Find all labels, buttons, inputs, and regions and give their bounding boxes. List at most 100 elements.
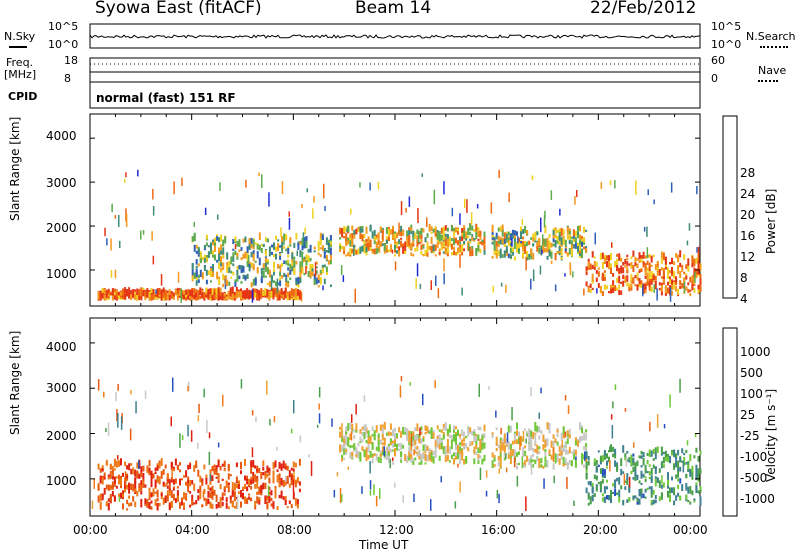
scatter-cell: [530, 237, 533, 240]
scatter-streak: [160, 274, 163, 286]
scatter-cell: [642, 493, 645, 498]
scatter-cell: [677, 470, 680, 478]
scatter-cell: [233, 491, 236, 499]
scatter-cell: [353, 231, 356, 239]
scatter-cell: [679, 271, 682, 276]
scatter-cell: [311, 271, 314, 277]
scatter-cell: [675, 453, 678, 458]
scatter-cell: [140, 287, 143, 296]
scatter-cell: [361, 245, 364, 252]
scatter-cell: [671, 257, 673, 264]
scatter-cell: [503, 433, 506, 440]
scatter-cell: [638, 493, 641, 497]
scatter-cell: [345, 232, 348, 240]
scatter-cell: [532, 453, 535, 457]
scatter-cell: [459, 453, 462, 458]
scatter-cell: [465, 443, 468, 449]
scatter-cell: [115, 460, 118, 468]
scatter-cell: [392, 232, 394, 236]
scatter-cell: [471, 246, 474, 249]
scatter-cell: [408, 451, 411, 458]
scatter-cell: [214, 245, 216, 252]
scatter-streak: [107, 422, 110, 437]
scatter-cell: [675, 495, 678, 501]
scatter-cell: [271, 251, 273, 255]
scatter-cell: [632, 277, 635, 284]
scatter-cell: [418, 437, 421, 444]
scatter-cell: [520, 241, 522, 244]
scatter-cell: [442, 226, 445, 234]
scatter-cell: [412, 230, 415, 237]
scatter-cell: [446, 247, 449, 254]
scatter-cell: [205, 500, 208, 506]
scatter-cell: [156, 296, 159, 300]
scatter-cell: [408, 442, 411, 446]
scatter-cell: [544, 449, 547, 453]
scatter-cell: [455, 452, 457, 460]
scatter-cell: [124, 461, 127, 467]
scatter-cell: [262, 263, 265, 269]
scatter-cell: [414, 232, 417, 239]
scatter-cell: [392, 461, 394, 465]
scatter-cell: [377, 456, 380, 463]
scatter-streak: [322, 285, 324, 291]
scatter-cell: [513, 449, 516, 457]
scatter-cell: [219, 483, 222, 490]
scatter-cell: [650, 502, 653, 506]
scatter-cell: [469, 238, 472, 242]
scatter-cell: [381, 424, 384, 431]
scatter-cell: [278, 494, 281, 499]
scatter-cell: [219, 287, 222, 296]
scatter-cell: [434, 227, 437, 234]
scatter-streak: [266, 380, 268, 395]
scatter-streak: [505, 284, 507, 293]
scatter-cell: [323, 251, 326, 259]
scatter-cell: [620, 281, 623, 285]
scatter-streak: [461, 287, 463, 296]
scatter-cell: [695, 272, 698, 278]
scatter-cell: [162, 289, 165, 295]
scatter-cell: [250, 291, 253, 298]
scatter-cell: [276, 469, 279, 472]
scatter-cell: [534, 232, 537, 241]
scatter-cell: [321, 267, 324, 274]
scatter-cell: [404, 427, 407, 433]
scatter-cell: [568, 247, 571, 255]
scatter-cell: [273, 254, 275, 258]
scatter-cell: [636, 498, 639, 502]
scatter-cell: [564, 442, 567, 447]
scatter-cell: [518, 462, 520, 466]
scatter-cell: [236, 265, 239, 270]
scatter-cell: [361, 234, 364, 242]
scatter-cell: [260, 295, 263, 298]
noise-tick-right-top: 10^5: [711, 20, 742, 33]
scatter-cell: [469, 252, 472, 257]
scatter-streak: [125, 214, 128, 227]
scatter-cell: [630, 457, 633, 466]
scatter-cell: [260, 247, 263, 254]
scatter-cell: [268, 486, 271, 491]
scatter-streak: [268, 192, 270, 207]
scatter-cell: [244, 275, 247, 281]
scatter-cell: [296, 504, 299, 509]
scatter-cell: [636, 474, 639, 480]
scatter-cell: [564, 239, 567, 247]
scatter-cell: [285, 260, 288, 265]
scatter-streak: [331, 418, 333, 427]
velocity-cb-tick-25: 25: [740, 408, 756, 422]
scatter-cell: [548, 422, 551, 431]
scatter-cell: [570, 249, 573, 257]
scatter-cell: [392, 449, 394, 452]
scatter-streak: [522, 430, 525, 442]
scatter-cell: [398, 242, 401, 245]
scatter-cell: [250, 466, 253, 474]
scatter-cell: [424, 453, 427, 462]
scatter-streak: [251, 447, 254, 458]
scatter-cell: [369, 243, 372, 248]
scatter-cell: [644, 287, 647, 294]
scatter-cell: [511, 248, 514, 252]
scatter-cell: [140, 491, 143, 495]
scatter-cell: [461, 251, 464, 256]
scatter-cell: [624, 453, 627, 458]
scatter-cell: [215, 503, 218, 509]
